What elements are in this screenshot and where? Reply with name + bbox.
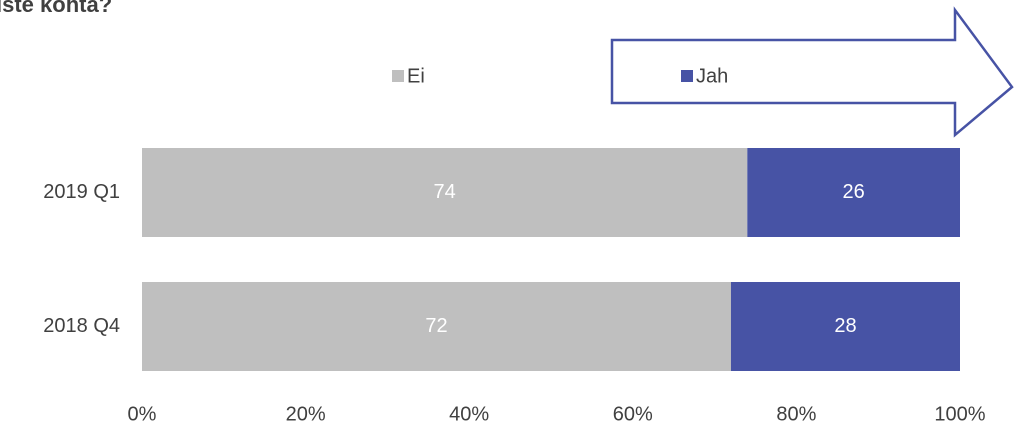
x-tick-label: 0% — [128, 403, 157, 425]
data-label: 26 — [843, 181, 865, 203]
x-tick-label: 80% — [776, 403, 816, 425]
chart-title: iste kohta? — [0, 0, 112, 17]
data-label: 28 — [834, 315, 856, 337]
legend-label: Jah — [696, 65, 728, 87]
x-tick-label: 20% — [286, 403, 326, 425]
data-label: 74 — [434, 181, 456, 203]
x-tick-label: 60% — [613, 403, 653, 425]
y-tick-label: 2018 Q4 — [43, 315, 120, 337]
bar — [142, 282, 731, 371]
legend-swatch — [681, 70, 693, 82]
bar — [747, 148, 960, 237]
data-label: 72 — [425, 315, 447, 337]
arrow — [610, 6, 1014, 138]
x-tick-label: 40% — [449, 403, 489, 425]
bar — [730, 282, 960, 371]
legend-label: Ei — [407, 65, 425, 87]
legend-swatch — [392, 70, 404, 82]
bar — [142, 148, 748, 237]
x-tick-label: 100% — [934, 403, 985, 425]
y-tick-label: 2019 Q1 — [43, 181, 120, 203]
